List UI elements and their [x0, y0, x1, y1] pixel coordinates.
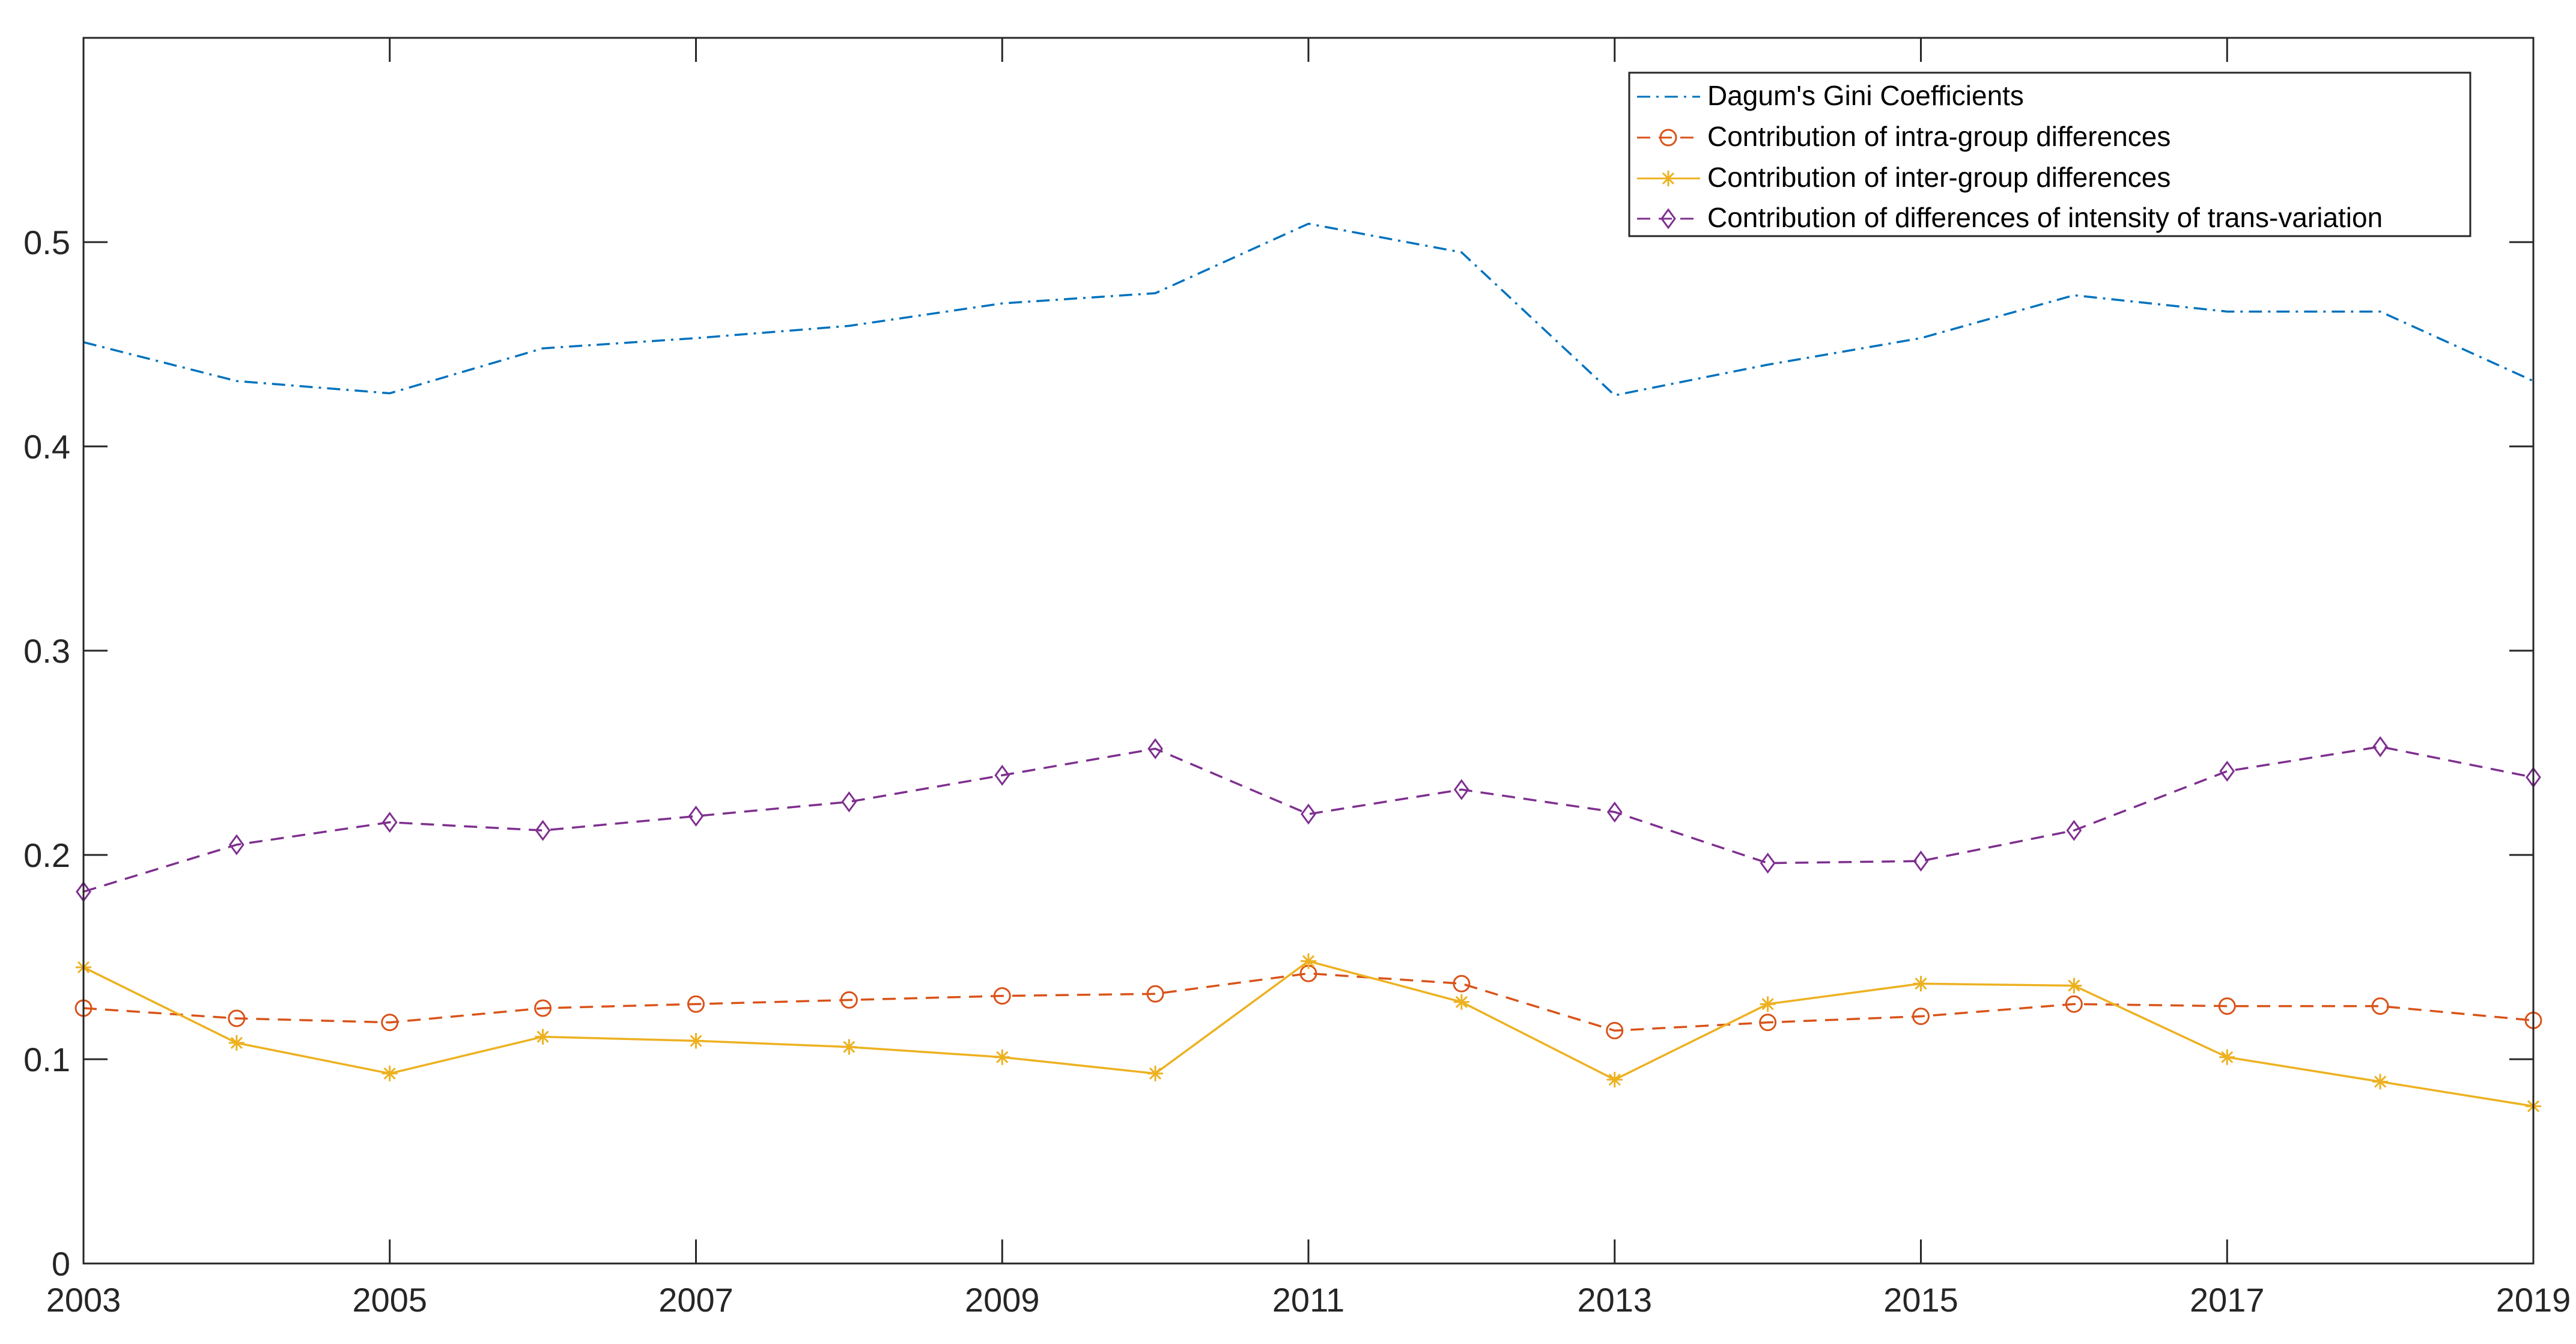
data-point	[1913, 850, 1929, 872]
legend-entry-intra: Contribution of intra-group differences	[1637, 121, 2170, 152]
data-point	[534, 999, 552, 1017]
data-point	[1760, 853, 1776, 874]
x-tick-label: 2007	[658, 1281, 734, 1319]
data-point	[2371, 997, 2389, 1015]
data-point	[1147, 1065, 1164, 1081]
x-tick-label: 2005	[352, 1281, 427, 1319]
legend-items: Dagum's Gini Coefficients Contribution o…	[1637, 80, 2383, 233]
data-point	[228, 1009, 246, 1027]
x-tick-label: 2017	[2190, 1281, 2265, 1319]
data-point	[535, 1029, 551, 1045]
data-point	[2066, 819, 2082, 841]
data-point	[2219, 1049, 2235, 1065]
x-tick-label: 2013	[1577, 1281, 1652, 1319]
data-point	[2218, 997, 2236, 1015]
series-0	[83, 222, 2534, 397]
y-tick-label: 0.5	[23, 223, 70, 261]
legend: Dagum's Gini Coefficients Contribution o…	[1628, 71, 2471, 237]
data-point	[993, 987, 1011, 1005]
legend-marker-symbol	[1660, 171, 1676, 186]
data-point	[1913, 976, 1929, 992]
axis-ticks	[82, 38, 2535, 1265]
data-point	[535, 819, 551, 841]
x-tick-label: 2015	[1883, 1281, 1958, 1319]
y-tick-label: 0.4	[23, 428, 70, 466]
series-line	[83, 222, 2534, 397]
data-point	[994, 1049, 1010, 1065]
legend-label-gini: Dagum's Gini Coefficients	[1707, 80, 2024, 111]
legend-entry-gini: Dagum's Gini Coefficients	[1637, 80, 2024, 111]
data-point	[687, 995, 705, 1013]
data-point	[1760, 996, 1776, 1012]
tick-labels: 0 0.1 0.2 0.3 0.4 0.5 2003 2005 2007 2009 2011 2013…	[23, 223, 2571, 1319]
legend-marker-transvariation	[1660, 208, 1676, 230]
y-tick-label: 0	[52, 1245, 70, 1283]
data-point	[841, 1039, 857, 1055]
data-point	[1301, 953, 1316, 969]
series-3	[76, 736, 2541, 902]
legend-entry-transvariation: Contribution of differences of intensity…	[1637, 202, 2383, 233]
legend-marker-symbol	[1660, 208, 1676, 230]
data-point	[2065, 995, 2083, 1013]
legend-marker-inter	[1660, 171, 1676, 186]
data-point	[381, 1014, 399, 1032]
series-2	[76, 953, 2541, 1114]
y-tick-label: 0.2	[23, 836, 70, 874]
plot-area	[84, 38, 2533, 1263]
data-point	[840, 991, 858, 1009]
legend-label-intra: Contribution of intra-group differences	[1707, 121, 2170, 152]
legend-marker-intra	[1659, 129, 1677, 147]
legend-marker-symbol	[1659, 129, 1677, 147]
data-point	[2066, 978, 2082, 994]
data-point	[1759, 1014, 1777, 1032]
data-point	[1453, 994, 1469, 1010]
x-tick-label: 2011	[1272, 1281, 1344, 1319]
legend-label-inter: Contribution of inter-group differences	[1707, 162, 2170, 193]
data-point	[1606, 801, 1623, 823]
x-tick-label: 2003	[46, 1281, 121, 1319]
x-tick-label: 2019	[2496, 1281, 2571, 1319]
data-point	[229, 834, 245, 856]
data-point	[381, 812, 398, 833]
legend-entry-inter: Contribution of inter-group differences	[1637, 162, 2170, 193]
data-point	[1453, 975, 1471, 993]
data-point	[1146, 985, 1164, 1003]
data-point	[1301, 803, 1316, 825]
plot-frame	[82, 37, 2535, 1265]
y-tick-label: 0.1	[23, 1041, 70, 1078]
series-layer	[74, 222, 2542, 1114]
data-point	[1912, 1008, 1930, 1026]
data-point	[2219, 761, 2235, 782]
y-tick-label: 0.3	[23, 632, 70, 670]
data-point	[228, 1035, 245, 1051]
data-point	[994, 764, 1010, 786]
data-point	[841, 791, 857, 813]
data-point	[688, 805, 704, 827]
data-point	[381, 1065, 398, 1081]
data-point	[2372, 1074, 2389, 1090]
data-point	[1606, 1072, 1623, 1087]
data-point	[1606, 1021, 1624, 1039]
data-point	[2372, 736, 2388, 758]
data-point	[1454, 779, 1469, 800]
data-point	[1147, 738, 1163, 759]
series-line	[83, 746, 2534, 893]
x-tick-label: 2009	[965, 1281, 1040, 1319]
legend-box	[1628, 71, 2471, 237]
legend-label-transvariation: Contribution of differences of intensity…	[1707, 202, 2383, 233]
data-point	[688, 1033, 704, 1049]
